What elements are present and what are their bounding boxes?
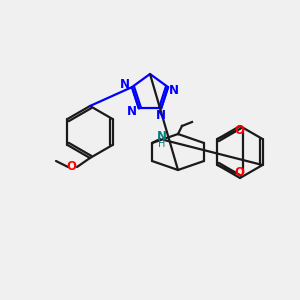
Text: N: N xyxy=(157,130,167,143)
Text: O: O xyxy=(235,124,244,137)
Text: O: O xyxy=(235,167,244,179)
Text: N: N xyxy=(120,78,130,91)
Text: H: H xyxy=(158,139,166,149)
Text: N: N xyxy=(127,105,137,118)
Text: N: N xyxy=(156,109,166,122)
Text: N: N xyxy=(169,84,179,97)
Text: O: O xyxy=(66,160,76,173)
